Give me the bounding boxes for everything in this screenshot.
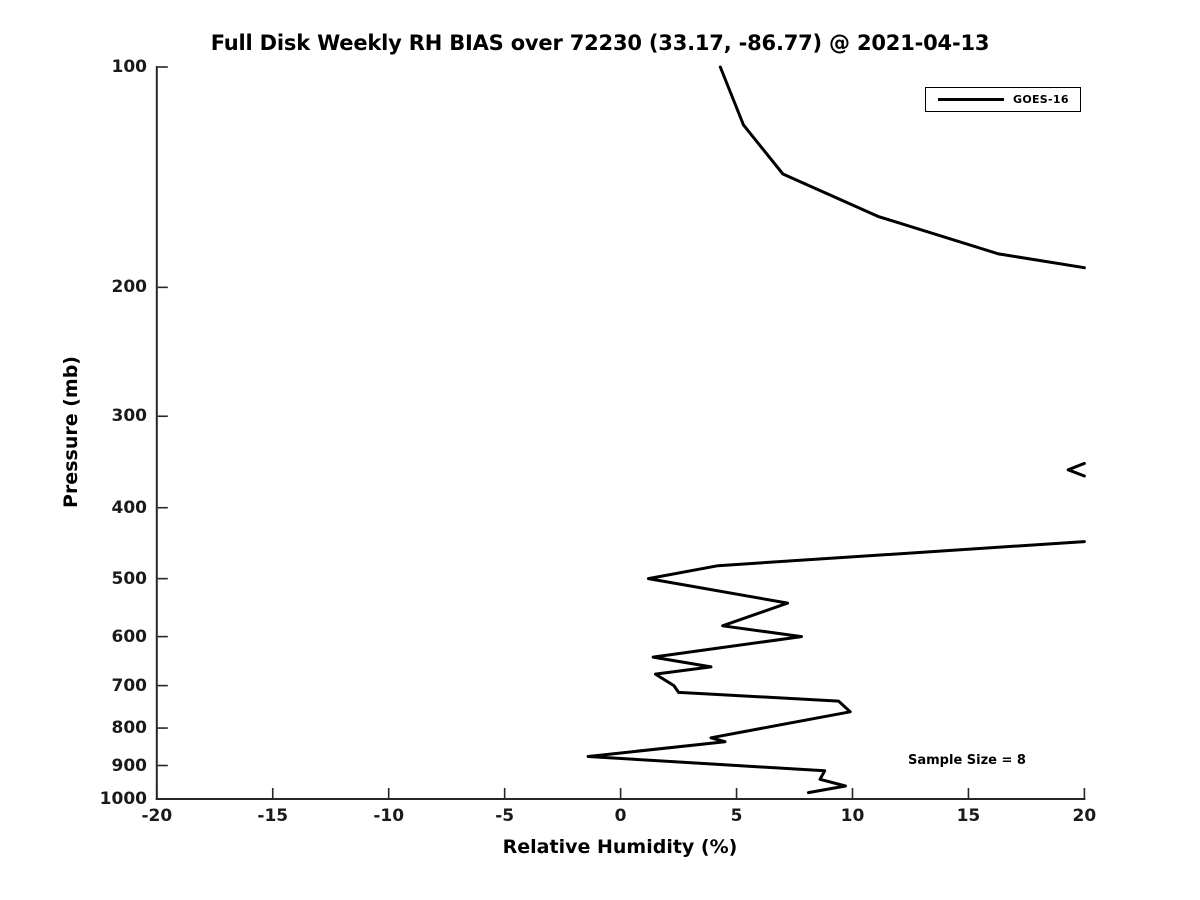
x-tick-label--15: -15 (257, 806, 289, 826)
x-tick-label--10: -10 (373, 806, 405, 826)
y-tick-label-900: 900 (111, 755, 148, 776)
y-tick-label-100: 100 (111, 57, 148, 77)
y-tick-label-1000: 1000 (99, 789, 147, 809)
series-line-goes-16 (586, 540, 1086, 795)
chart-title: Full Disk Weekly RH BIAS over 72230 (33.… (210, 31, 990, 55)
y-tick-label-300: 300 (111, 406, 148, 427)
y-axis-label: Pressure (mb) (60, 356, 82, 508)
y-tick-label-600: 600 (111, 626, 148, 647)
x-tick-label-10: 10 (840, 806, 865, 826)
x-tick-label--5: -5 (495, 806, 515, 826)
x-tick-label--20: -20 (141, 806, 173, 826)
x-tick-label-0: 0 (614, 806, 627, 826)
x-axis-label: Relative Humidity (%) (502, 836, 738, 858)
series-line-goes-16 (1066, 461, 1086, 478)
legend-box: GOES-16 (925, 87, 1081, 112)
y-tick-label-800: 800 (111, 718, 148, 739)
x-tick-label-15: 15 (956, 806, 981, 826)
y-tick-label-700: 700 (111, 675, 148, 696)
legend-line-sample (938, 98, 1004, 101)
sample-size-annotation: Sample Size = 8 (908, 753, 1026, 768)
series-line-goes-16 (718, 65, 1086, 270)
y-tick-label-200: 200 (111, 277, 148, 298)
legend-entry-label: GOES-16 (1013, 93, 1069, 106)
y-tick-label-500: 500 (111, 568, 148, 589)
y-tick-label-400: 400 (111, 497, 148, 518)
x-tick-label-5: 5 (730, 806, 743, 826)
x-tick-label-20: 20 (1072, 806, 1097, 826)
